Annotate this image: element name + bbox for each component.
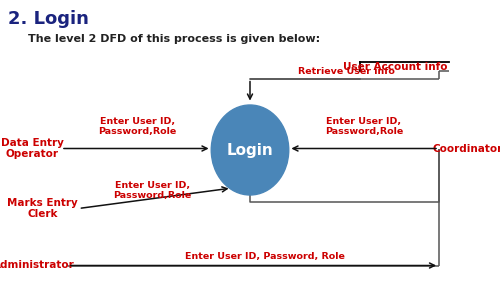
Text: User Account info: User Account info xyxy=(343,62,448,73)
Text: Marks Entry
Clerk: Marks Entry Clerk xyxy=(7,198,78,219)
Text: 2. Login: 2. Login xyxy=(8,11,88,28)
Text: Enter User ID,
Password,Role: Enter User ID, Password,Role xyxy=(114,181,192,200)
Text: Retrieve User info: Retrieve User info xyxy=(298,68,394,76)
Ellipse shape xyxy=(211,105,289,195)
Text: Login: Login xyxy=(226,142,274,158)
Text: Enter User ID, Password, Role: Enter User ID, Password, Role xyxy=(185,252,345,261)
Text: The level 2 DFD of this process is given below:: The level 2 DFD of this process is given… xyxy=(28,34,320,44)
Text: Coordinator: Coordinator xyxy=(432,143,500,154)
Text: Enter User ID,
Password,Role: Enter User ID, Password,Role xyxy=(98,117,176,136)
Text: Data Entry
Operator: Data Entry Operator xyxy=(1,138,64,159)
Text: Administrator: Administrator xyxy=(0,260,75,271)
Text: Enter User ID,
Password,Role: Enter User ID, Password,Role xyxy=(325,117,403,136)
